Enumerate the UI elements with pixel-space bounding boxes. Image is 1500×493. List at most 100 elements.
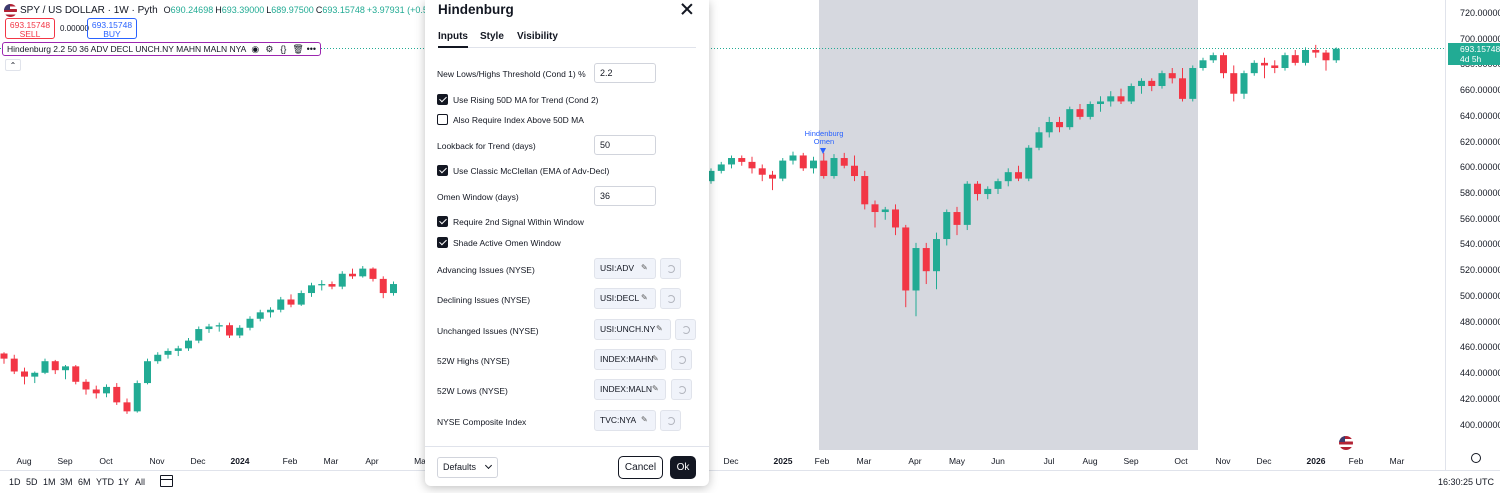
- reset-symbol-button[interactable]: [671, 379, 692, 400]
- chart-settings-gear-icon[interactable]: [1471, 453, 1481, 463]
- candle-body: [308, 285, 315, 294]
- time-tick-label: Oct: [99, 456, 113, 466]
- reset-symbol-button[interactable]: [660, 410, 681, 431]
- price-tick-label: 540.00000: [1460, 239, 1500, 250]
- cancel-button[interactable]: Cancel: [618, 456, 663, 479]
- second-signal-label: Require 2nd Signal Within Window: [453, 217, 584, 227]
- range-1m[interactable]: 1M: [43, 477, 56, 487]
- symbol-title[interactable]: SPY / US DOLLAR · 1W · Pyth: [20, 4, 158, 16]
- sell-button[interactable]: 693.15748 SELL: [5, 18, 55, 39]
- mcclellan-checkbox[interactable]: [437, 165, 448, 176]
- candle-body: [103, 386, 110, 394]
- candle-body: [205, 326, 213, 330]
- tab-inputs[interactable]: Inputs: [438, 31, 468, 48]
- symbol-input-unch[interactable]: USI:UNCH.NY ✎: [594, 319, 671, 340]
- candle-body: [902, 227, 910, 291]
- range-all[interactable]: All: [135, 477, 146, 487]
- candle-body: [728, 158, 735, 165]
- candle-body: [820, 160, 828, 177]
- calendar-icon[interactable]: [160, 475, 173, 487]
- chart-area[interactable]: [0, 0, 1445, 470]
- more-icon[interactable]: •••: [306, 43, 317, 54]
- candle-body: [758, 168, 766, 175]
- candle-body: [51, 361, 59, 371]
- candle-body: [215, 325, 223, 327]
- threshold-input[interactable]: 2.2: [594, 63, 656, 83]
- rising-ma-checkbox[interactable]: [437, 94, 448, 105]
- candle-body: [1015, 172, 1022, 179]
- omen-window-shade: [819, 0, 1198, 450]
- range-1d[interactable]: 1D: [9, 477, 21, 487]
- lookback-input[interactable]: 50: [594, 135, 656, 155]
- defaults-dropdown[interactable]: Defaults: [437, 457, 498, 478]
- symbol-input-decl[interactable]: USI:DECL ✎: [594, 288, 656, 309]
- candle-body: [144, 361, 151, 384]
- buy-price: 693.15748: [91, 20, 133, 30]
- source-code-icon[interactable]: {}: [280, 43, 287, 54]
- candle-body: [1097, 101, 1104, 105]
- time-axis[interactable]: Aug Sep Oct Nov Dec 2024 Feb Mar Apr Ma Dec 2025 Feb…: [0, 450, 1445, 470]
- pencil-icon: ✎: [641, 415, 648, 424]
- candle-body: [328, 284, 336, 287]
- trash-icon[interactable]: 🗑: [292, 43, 304, 54]
- range-5d[interactable]: 5D: [26, 477, 38, 487]
- lookback-label: Lookback for Trend (days): [437, 141, 536, 151]
- range-1y[interactable]: 1Y: [118, 477, 130, 487]
- reset-symbol-button[interactable]: [660, 258, 681, 279]
- candle-body: [963, 183, 971, 225]
- close-icon[interactable]: [680, 2, 694, 16]
- second-signal-checkbox[interactable]: [437, 216, 448, 227]
- candle-body: [195, 329, 203, 341]
- sell-label: SELL: [19, 29, 41, 39]
- symbol-input-adv[interactable]: USI:ADV ✎: [594, 258, 656, 279]
- price-tick-label: 700.00000: [1460, 33, 1500, 44]
- candle-body: [21, 371, 28, 377]
- gear-icon[interactable]: ⚙: [265, 43, 274, 54]
- sell-price: 693.15748: [9, 20, 51, 30]
- range-3m[interactable]: 3M: [60, 477, 73, 487]
- dialog-footer: Defaults Cancel Ok: [425, 446, 709, 486]
- indicator-settings-dialog: Hindenburg Inputs Style Visibility New L…: [425, 0, 709, 486]
- symbol-value-maln: INDEX:MALN: [600, 384, 652, 394]
- reset-symbol-button[interactable]: [660, 288, 681, 309]
- reset-symbol-button[interactable]: [675, 319, 696, 340]
- time-tick-label: Feb: [814, 456, 830, 466]
- collapse-legend-chevron-up-icon[interactable]: ⌃: [5, 59, 21, 71]
- range-ytd[interactable]: YTD: [96, 477, 114, 487]
- time-tick-label: Jun: [991, 456, 1005, 466]
- candle-body: [789, 155, 797, 161]
- ohlc-high: H693.39000: [215, 5, 265, 15]
- above-ma-checkbox[interactable]: [437, 114, 448, 125]
- clock[interactable]: 16:30:25 UTC: [1437, 477, 1494, 487]
- symbol-value-adv: USI:ADV: [600, 263, 635, 273]
- reset-symbol-button[interactable]: [671, 349, 692, 370]
- candle-body: [861, 176, 869, 205]
- us-flag-event-icon[interactable]: [1339, 436, 1353, 450]
- candlestick-chart[interactable]: [0, 0, 1445, 470]
- indicator-legend[interactable]: Hindenburg 2.2 50 36 ADV DECL UNCH.NY MA…: [2, 42, 322, 56]
- candle-body: [933, 239, 940, 272]
- symbol-input-maln[interactable]: INDEX:MALN ✎: [594, 379, 666, 400]
- omen-window-input[interactable]: 36: [594, 186, 656, 206]
- candle-body: [174, 348, 182, 351]
- last-price-tag: 693.15748 4d 5h: [1448, 42, 1500, 65]
- ok-button[interactable]: Ok: [670, 456, 696, 479]
- range-6m[interactable]: 6M: [78, 477, 91, 487]
- shade-window-checkbox[interactable]: [437, 237, 448, 248]
- tab-style[interactable]: Style: [480, 31, 504, 42]
- eye-icon[interactable]: ◉: [251, 43, 260, 54]
- candle-body: [1332, 48, 1340, 61]
- price-tick-label: 520.00000: [1460, 265, 1500, 276]
- symbol-input-mahn[interactable]: INDEX:MAHN ✎: [594, 349, 666, 370]
- ohlc-open: O690.24698: [163, 5, 214, 15]
- time-tick-label: Sep: [1123, 456, 1139, 466]
- tab-visibility[interactable]: Visibility: [517, 31, 558, 42]
- symbol-input-nya[interactable]: TVC:NYA ✎: [594, 410, 656, 431]
- dialog-title: Hindenburg: [438, 2, 514, 17]
- candle-body: [82, 381, 90, 390]
- price-scale[interactable]: 720.00000700.00000680.00000660.00000640.…: [1445, 0, 1500, 470]
- chevron-down-icon: [484, 461, 493, 470]
- candle-body: [338, 273, 346, 287]
- indicator-legend-text[interactable]: Hindenburg 2.2 50 36 ADV DECL UNCH.NY MA…: [7, 44, 247, 54]
- buy-button[interactable]: 693.15748 BUY: [87, 18, 137, 39]
